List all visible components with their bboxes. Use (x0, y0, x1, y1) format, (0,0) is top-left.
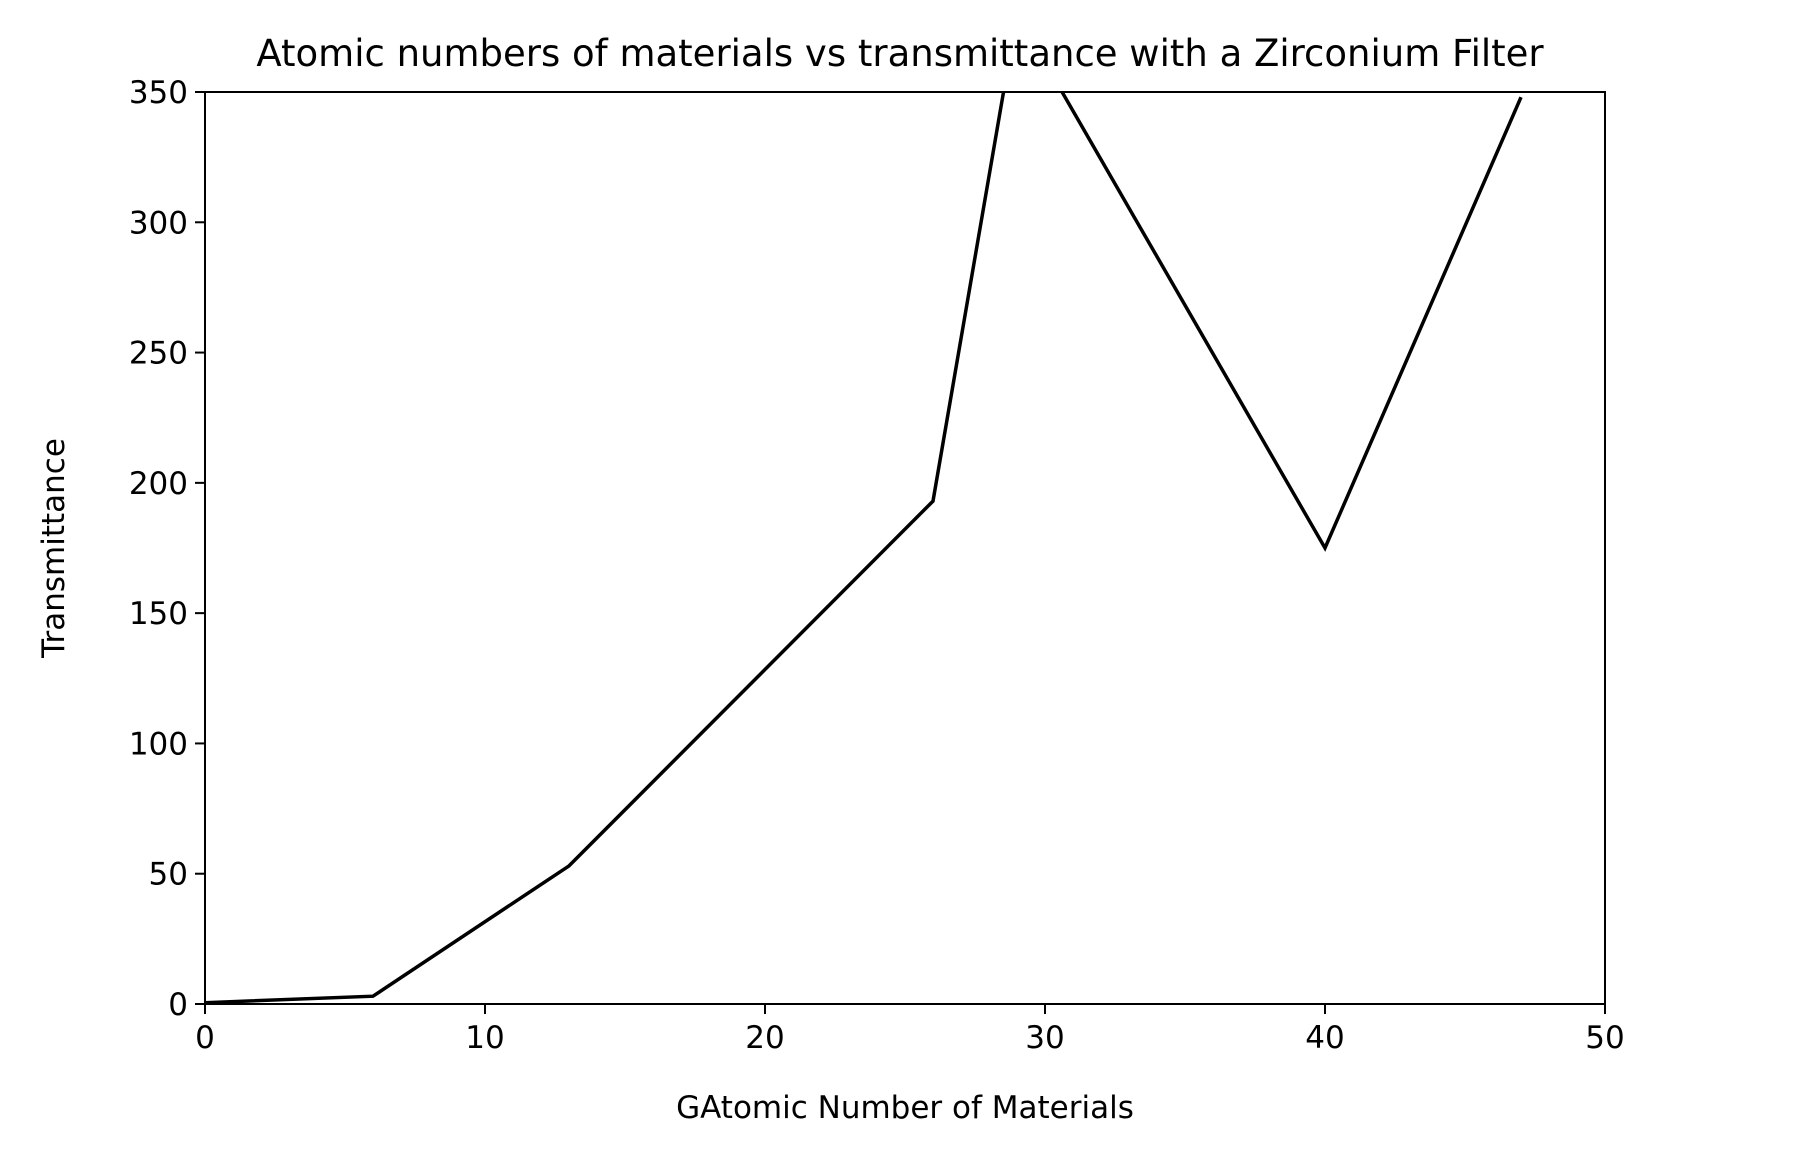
axis-ticks: 0 10 20 30 40 50 0 50 100 150 200 250 300 350 (129, 75, 1625, 1056)
x-tick-label: 20 (745, 1020, 784, 1056)
y-tick-label: 350 (129, 75, 188, 111)
x-axis-label: GAtomic Number of Materials (676, 1090, 1134, 1126)
y-tick-label: 300 (129, 205, 188, 241)
x-tick-label: 50 (1585, 1020, 1624, 1056)
y-tick-label: 200 (129, 466, 188, 502)
chart-title: Atomic numbers of materials vs transmitt… (256, 32, 1544, 75)
x-tick-label: 40 (1305, 1020, 1344, 1056)
x-tick-label: 0 (195, 1020, 215, 1056)
y-tick-label: 50 (149, 857, 188, 893)
y-tick-label: 100 (129, 726, 188, 762)
x-tick-label: 10 (465, 1020, 504, 1056)
x-tick-label: 30 (1025, 1020, 1064, 1056)
y-tick-label: 0 (168, 987, 188, 1023)
y-axis-label: Transmittance (36, 438, 72, 659)
y-tick-label: 250 (129, 336, 188, 372)
series-line (205, 92, 1523, 1004)
y-tick-label: 150 (129, 596, 188, 632)
plot-frame (204, 91, 1606, 1005)
